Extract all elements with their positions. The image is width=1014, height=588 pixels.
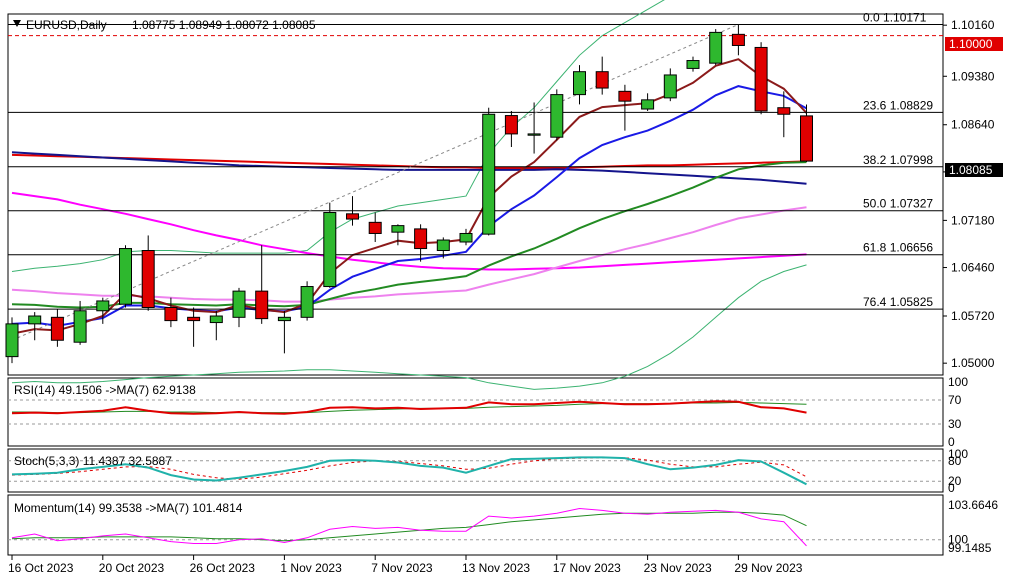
bear-candle <box>731 33 745 46</box>
current-price-tag-text: 1.08085 <box>949 163 993 177</box>
bull-candle <box>323 212 337 288</box>
level-label: 70 <box>948 393 962 407</box>
symbol-header: EURUSD,Daily <box>26 18 107 32</box>
level-label: 0 <box>948 435 955 449</box>
bull-candle <box>527 133 541 136</box>
candles <box>5 24 813 364</box>
momentum-line <box>11 507 807 547</box>
bear-candle <box>141 250 155 308</box>
date-axis: 16 Oct 2023 20 Oct 2023 26 Oct 2023 1 Nov 2… <box>8 555 803 575</box>
momentum-label: Momentum(14) 99.3538 ->MA(7) 101.4814 <box>14 501 243 515</box>
rsi-label: RSI(14) 49.1506 ->MA(7) 62.9138 <box>14 383 196 397</box>
price-axis-label: 1.10160 <box>951 18 995 32</box>
hline-price-tag <box>945 37 1003 51</box>
bull-candle <box>119 248 132 305</box>
bear-candle <box>754 46 768 112</box>
ohlc-values: 1.08775 1.08949 1.08072 1.08085 <box>132 18 316 32</box>
date-axis-label: 16 Oct 2023 <box>8 561 74 575</box>
price-axis-label: 1.06460 <box>951 261 995 275</box>
main-panel[interactable] <box>7 13 944 376</box>
bull-candle <box>391 225 405 233</box>
bear-candle <box>777 107 791 115</box>
hline-price-tag-text: 1.10000 <box>949 37 993 51</box>
price-axis-label: 1.05720 <box>951 309 995 323</box>
fib-level-label: 50.0 1.07327 <box>863 197 933 211</box>
bull-candle <box>277 316 291 322</box>
level-label: 30 <box>948 417 962 431</box>
rsi-line <box>11 400 807 415</box>
bear-candle <box>595 71 609 89</box>
bull-candle <box>209 315 223 324</box>
level-label: 0 <box>948 481 955 495</box>
date-axis-label: 20 Oct 2023 <box>99 561 165 575</box>
fib-level-label: 38.2 1.07998 <box>863 153 933 167</box>
bear-candle <box>504 115 518 135</box>
bull-candle <box>96 300 110 312</box>
bull-candle <box>663 74 677 99</box>
fib-level-label: 76.4 1.05825 <box>863 295 933 309</box>
date-axis-label: 26 Oct 2023 <box>190 561 256 575</box>
level-label: 103.6646 <box>948 498 998 512</box>
bear-candle <box>618 90 632 102</box>
date-axis-label: 17 Nov 2023 <box>553 561 621 575</box>
bollinger-lower-line <box>11 264 807 390</box>
bull-candle <box>5 323 19 358</box>
bear-candle <box>164 306 178 322</box>
bull-candle <box>686 60 700 69</box>
bear-candle <box>800 115 813 162</box>
bull-candle <box>573 71 586 96</box>
fib-level-label: 61.8 1.06656 <box>863 241 933 255</box>
date-axis-label: 29 Nov 2023 <box>734 561 802 575</box>
bear-candle <box>255 290 269 320</box>
date-axis-label: 23 Nov 2023 <box>644 561 712 575</box>
date-axis-label: 13 Nov 2023 <box>462 561 530 575</box>
bull-candle <box>482 113 496 235</box>
navy-ma-line <box>11 151 807 185</box>
fib-level-label: 0.0 1.10171 <box>863 10 927 24</box>
current-price-tag <box>945 163 1003 177</box>
price-axis-label: 1.08640 <box>951 118 995 132</box>
price-axis-label: 1.07180 <box>951 213 995 227</box>
level-label: 80 <box>948 454 962 468</box>
stoch-k-line <box>11 456 807 486</box>
bull-candle <box>641 99 655 110</box>
bull-candle <box>73 310 87 343</box>
rsi-lines: 100 70 30 0 <box>8 375 968 449</box>
bull-candle <box>459 232 473 243</box>
level-label: 100 <box>948 533 968 547</box>
bear-candle <box>346 213 359 220</box>
fib-level-label: 23.6 1.08829 <box>863 98 933 112</box>
price-axis-label: 1.09380 <box>951 69 995 83</box>
level-label: 20 <box>948 474 962 488</box>
level-label: 100 <box>948 447 968 461</box>
bear-candle <box>187 316 201 322</box>
fibonacci-levels: 0.0 1.10171 23.6 1.08829 38.2 1.07998 50.0 … <box>8 10 943 341</box>
price-axis: 1.101601.093801.086401.079201.071801.064… <box>943 18 995 370</box>
bear-candle <box>414 228 428 250</box>
sma200-magenta-line <box>11 191 807 271</box>
level-label: 100 <box>948 375 968 389</box>
level-label: 99.1485 <box>948 541 992 555</box>
bull-candle <box>709 31 723 64</box>
bull-candle <box>300 286 314 318</box>
bull-candle <box>28 315 42 325</box>
bear-candle <box>50 316 64 341</box>
bull-candle <box>436 239 450 252</box>
bull-candle <box>232 290 246 318</box>
bull-candle <box>550 94 564 138</box>
date-axis-label: 1 Nov 2023 <box>280 561 342 575</box>
price-axis-label: 1.05000 <box>951 356 995 370</box>
bear-candle <box>368 221 382 234</box>
date-axis-label: 7 Nov 2023 <box>371 561 433 575</box>
collapse-triangle-icon[interactable] <box>13 20 21 27</box>
stoch-label: Stoch(5,3,3) 11.4387 32.5887 <box>14 454 172 468</box>
fib-trend-line <box>11 23 739 341</box>
